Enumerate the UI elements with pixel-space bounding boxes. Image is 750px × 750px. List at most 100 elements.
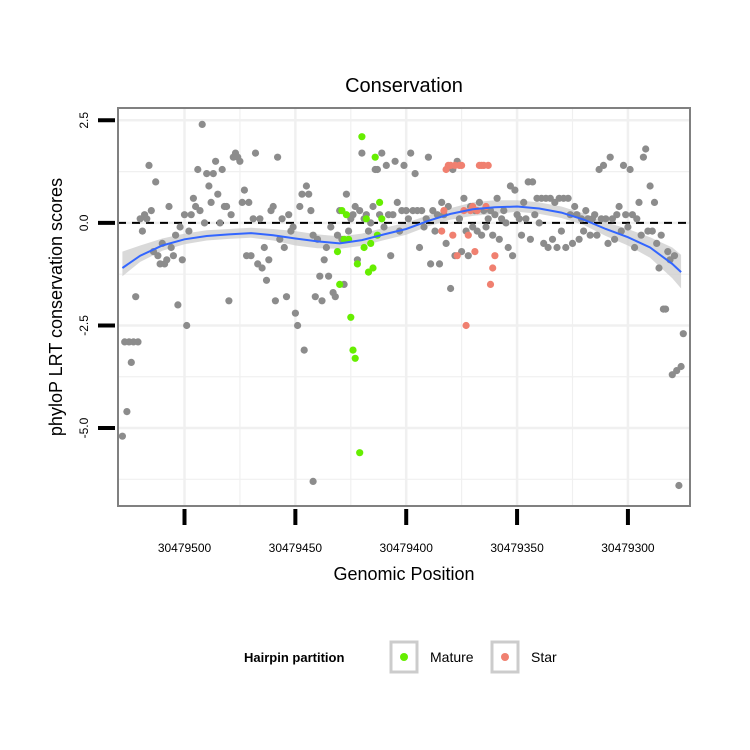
y-tick-label-1: 0.0 [77, 214, 91, 231]
point-other-21 [165, 202, 173, 211]
point-other-156 [464, 252, 472, 260]
point-mature-13 [362, 215, 370, 223]
point-other-180 [517, 231, 526, 239]
point-other-107 [356, 207, 364, 215]
point-other-72 [278, 215, 286, 223]
point-other-39 [205, 182, 213, 190]
point-other-246 [664, 248, 672, 256]
point-mature-19 [376, 198, 384, 206]
data-points [118, 120, 687, 490]
point-other-42 [212, 157, 220, 165]
point-other-20 [163, 256, 171, 264]
point-other-174 [504, 243, 512, 252]
series-other [118, 120, 687, 490]
point-other-148 [447, 284, 455, 293]
point-star-24 [491, 252, 499, 260]
point-other-27 [178, 256, 186, 264]
point-other-144 [438, 198, 446, 206]
point-star-5 [449, 231, 457, 239]
point-other-30 [185, 227, 193, 235]
point-other-15 [152, 178, 160, 186]
chart-title: Conservation [345, 75, 463, 97]
point-other-203 [568, 239, 577, 247]
point-other-146 [442, 239, 450, 247]
point-other-127 [400, 161, 408, 169]
point-star-1 [440, 207, 448, 215]
legend: Hairpin partition Mature Star [244, 640, 557, 674]
point-other-236 [642, 145, 650, 153]
point-other-90 [318, 297, 326, 305]
point-other-29 [183, 321, 191, 330]
point-other-165 [484, 215, 492, 223]
point-other-73 [280, 243, 288, 252]
point-other-84 [305, 190, 313, 198]
point-other-143 [435, 260, 444, 268]
point-other-74 [282, 293, 291, 301]
point-star-11 [462, 321, 470, 330]
point-other-239 [648, 227, 656, 235]
point-other-57 [245, 198, 253, 206]
point-other-122 [389, 211, 397, 219]
point-other-13 [147, 207, 155, 215]
point-other-124 [393, 198, 401, 206]
point-other-25 [174, 301, 182, 309]
point-other-254 [309, 477, 317, 485]
point-other-251 [675, 481, 683, 490]
point-other-168 [491, 211, 499, 219]
point-mature-7 [349, 346, 357, 354]
point-other-243 [657, 231, 665, 239]
point-other-240 [650, 198, 659, 206]
x-tick-label-4: 30479300 [601, 541, 655, 555]
point-star-21 [484, 161, 492, 169]
point-other-172 [500, 207, 508, 215]
point-other-71 [276, 235, 284, 243]
point-other-185 [529, 178, 537, 186]
point-other-227 [622, 211, 630, 219]
point-other-181 [520, 198, 528, 206]
point-other-245 [662, 305, 670, 313]
point-other-152 [455, 215, 463, 223]
point-other-113 [369, 202, 377, 211]
legend-label-mature: Mature [430, 649, 474, 665]
point-other-229 [626, 165, 634, 174]
point-other-38 [203, 170, 211, 178]
point-other-201 [564, 194, 572, 202]
point-other-141 [431, 227, 439, 235]
point-other-6 [132, 293, 140, 301]
point-other-80 [296, 202, 304, 211]
point-other-0 [118, 432, 126, 440]
point-other-60 [251, 149, 260, 157]
point-other-161 [475, 198, 483, 206]
point-other-252 [677, 362, 685, 371]
point-other-135 [418, 207, 426, 215]
point-other-108 [358, 149, 366, 157]
point-other-64 [260, 243, 268, 252]
point-other-41 [209, 170, 217, 178]
point-other-36 [198, 120, 206, 128]
y-axis: 2.5 0.0 -2.5 -5.0 [77, 112, 115, 438]
point-other-26 [176, 223, 184, 231]
point-other-139 [427, 260, 435, 268]
point-other-78 [291, 309, 299, 317]
point-other-55 [240, 186, 248, 194]
point-other-192 [544, 243, 552, 252]
x-tick-label-1: 30479450 [269, 541, 323, 555]
point-other-232 [633, 215, 641, 223]
point-mature-16 [369, 264, 377, 272]
point-other-63 [258, 264, 266, 272]
point-other-11 [143, 215, 151, 223]
point-other-235 [639, 153, 648, 161]
point-other-16 [154, 252, 162, 260]
point-other-249 [670, 252, 679, 260]
point-mature-6 [347, 313, 355, 321]
point-other-53 [236, 157, 244, 165]
point-other-173 [502, 219, 510, 227]
point-mature-0 [333, 248, 342, 256]
point-other-176 [508, 252, 517, 260]
point-other-217 [599, 161, 608, 169]
point-star-0 [438, 227, 446, 235]
point-other-223 [613, 211, 621, 219]
point-other-228 [624, 223, 632, 231]
smooth-line-layer [121, 205, 682, 273]
